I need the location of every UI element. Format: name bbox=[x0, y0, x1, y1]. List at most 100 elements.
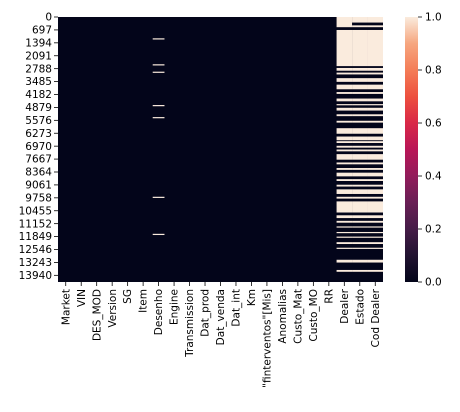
missing-cell bbox=[367, 84, 383, 90]
missing-cell bbox=[336, 84, 353, 90]
missing-cell bbox=[367, 247, 383, 249]
missing-cell bbox=[367, 25, 383, 28]
missing-cell bbox=[367, 201, 383, 213]
missing-cell bbox=[367, 128, 383, 134]
missing-cell bbox=[367, 220, 383, 223]
x-tick-label: Custo_MO bbox=[308, 289, 320, 342]
missing-cell bbox=[336, 247, 353, 249]
missing-cell bbox=[367, 154, 383, 160]
x-tick-label: Desenho bbox=[153, 289, 165, 335]
missing-cell bbox=[367, 78, 383, 82]
y-tick-label: 6970 bbox=[25, 141, 52, 153]
missing-cell bbox=[336, 145, 353, 148]
x-tick-label: "finterventos"[Mis] bbox=[262, 289, 274, 388]
missing-cell bbox=[336, 226, 353, 228]
x-tick-label: Anomalias bbox=[277, 289, 289, 344]
x-tick-label: Estado bbox=[354, 289, 366, 325]
missing-cell bbox=[336, 141, 353, 144]
missing-cell bbox=[152, 64, 165, 66]
missing-cell bbox=[352, 196, 368, 199]
missing-cell bbox=[367, 242, 383, 245]
missing-cell bbox=[367, 114, 383, 117]
heatmap-area bbox=[58, 17, 383, 282]
missing-cell bbox=[367, 67, 383, 71]
colorbar-tick-label: 1.0 bbox=[425, 12, 442, 24]
y-tick-label: 0 bbox=[45, 12, 52, 24]
missing-cell bbox=[367, 168, 383, 170]
missing-cell bbox=[367, 196, 383, 199]
missing-cell bbox=[336, 128, 353, 134]
missing-cell bbox=[352, 72, 368, 75]
missing-cell bbox=[336, 29, 353, 67]
colorbar-tick-label: 0.0 bbox=[425, 277, 442, 289]
y-tick-label: 3485 bbox=[25, 76, 52, 88]
missing-cell bbox=[367, 104, 383, 106]
missing-cell bbox=[352, 242, 368, 245]
x-tick-label: Dat_int bbox=[231, 289, 243, 327]
missing-cell bbox=[336, 104, 353, 106]
missing-cell bbox=[352, 168, 368, 170]
missing-cell bbox=[336, 67, 353, 71]
missing-cell bbox=[367, 215, 383, 219]
heatmap-background bbox=[58, 17, 383, 282]
missing-cell bbox=[336, 215, 353, 219]
y-tick-label: 1394 bbox=[25, 37, 52, 49]
colorbar-tick-label: 0.6 bbox=[425, 118, 442, 130]
missing-cell bbox=[352, 162, 368, 165]
x-tick-label: RR bbox=[323, 289, 335, 304]
x-tick-label: DES_MOD bbox=[91, 289, 103, 341]
missing-cell bbox=[352, 114, 368, 117]
x-axis: Market VIN DES_MOD Version SG Item Desenho Engi… bbox=[60, 282, 382, 388]
y-tick-label: 697 bbox=[32, 25, 52, 37]
missing-cell bbox=[336, 107, 353, 111]
missing-cell bbox=[367, 92, 383, 94]
missing-cell bbox=[152, 233, 165, 236]
missing-cell bbox=[336, 236, 353, 238]
missing-cell bbox=[352, 145, 368, 148]
y-tick-label: 13243 bbox=[19, 257, 52, 269]
colorbar: 0.0 0.2 0.4 0.6 0.8 1.0 bbox=[405, 12, 442, 289]
x-tick-label: Cod Dealer bbox=[370, 288, 382, 347]
missing-cell bbox=[352, 236, 368, 238]
missing-cell bbox=[152, 71, 165, 73]
missing-cell bbox=[367, 145, 383, 148]
missing-cell bbox=[336, 231, 353, 234]
missing-cell bbox=[352, 104, 368, 106]
x-tick-label: Km bbox=[246, 289, 258, 306]
missing-cell bbox=[152, 105, 165, 107]
missing-cell bbox=[336, 259, 353, 263]
missing-cell bbox=[352, 84, 368, 90]
y-tick-label: 12546 bbox=[19, 244, 53, 256]
missing-cell bbox=[352, 269, 368, 272]
missing-cell bbox=[336, 98, 353, 102]
y-tick-label: 2788 bbox=[25, 63, 52, 75]
missing-cell bbox=[336, 78, 353, 82]
colorbar-tick-label: 0.4 bbox=[425, 171, 442, 183]
missing-cell bbox=[336, 220, 353, 223]
missing-cell bbox=[152, 196, 165, 198]
missing-cell bbox=[352, 172, 368, 177]
missing-cell bbox=[352, 78, 368, 82]
missing-cell bbox=[336, 172, 353, 177]
missing-cell bbox=[336, 92, 353, 94]
y-tick-label: 2091 bbox=[25, 50, 52, 62]
x-tick-label: Version bbox=[107, 289, 119, 328]
colorbar-bar bbox=[405, 17, 418, 282]
missing-cell bbox=[352, 128, 368, 134]
missing-cell bbox=[352, 184, 368, 187]
missing-cell bbox=[352, 136, 368, 141]
missing-cell bbox=[352, 107, 368, 111]
x-tick-label: Dat_venda bbox=[215, 289, 227, 345]
y-axis: 0697139420912788348541824879557662736970… bbox=[19, 12, 58, 282]
missing-cell bbox=[152, 117, 165, 119]
colorbar-tick-label: 0.2 bbox=[425, 224, 442, 236]
missing-cell bbox=[367, 72, 383, 75]
missing-cell bbox=[336, 168, 353, 170]
missing-cell bbox=[352, 154, 368, 160]
missing-cell bbox=[336, 184, 353, 187]
missing-cell bbox=[367, 120, 383, 123]
x-tick-label: Engine bbox=[169, 289, 181, 325]
missing-cell bbox=[367, 98, 383, 102]
x-tick-label: Transmission bbox=[184, 289, 196, 358]
